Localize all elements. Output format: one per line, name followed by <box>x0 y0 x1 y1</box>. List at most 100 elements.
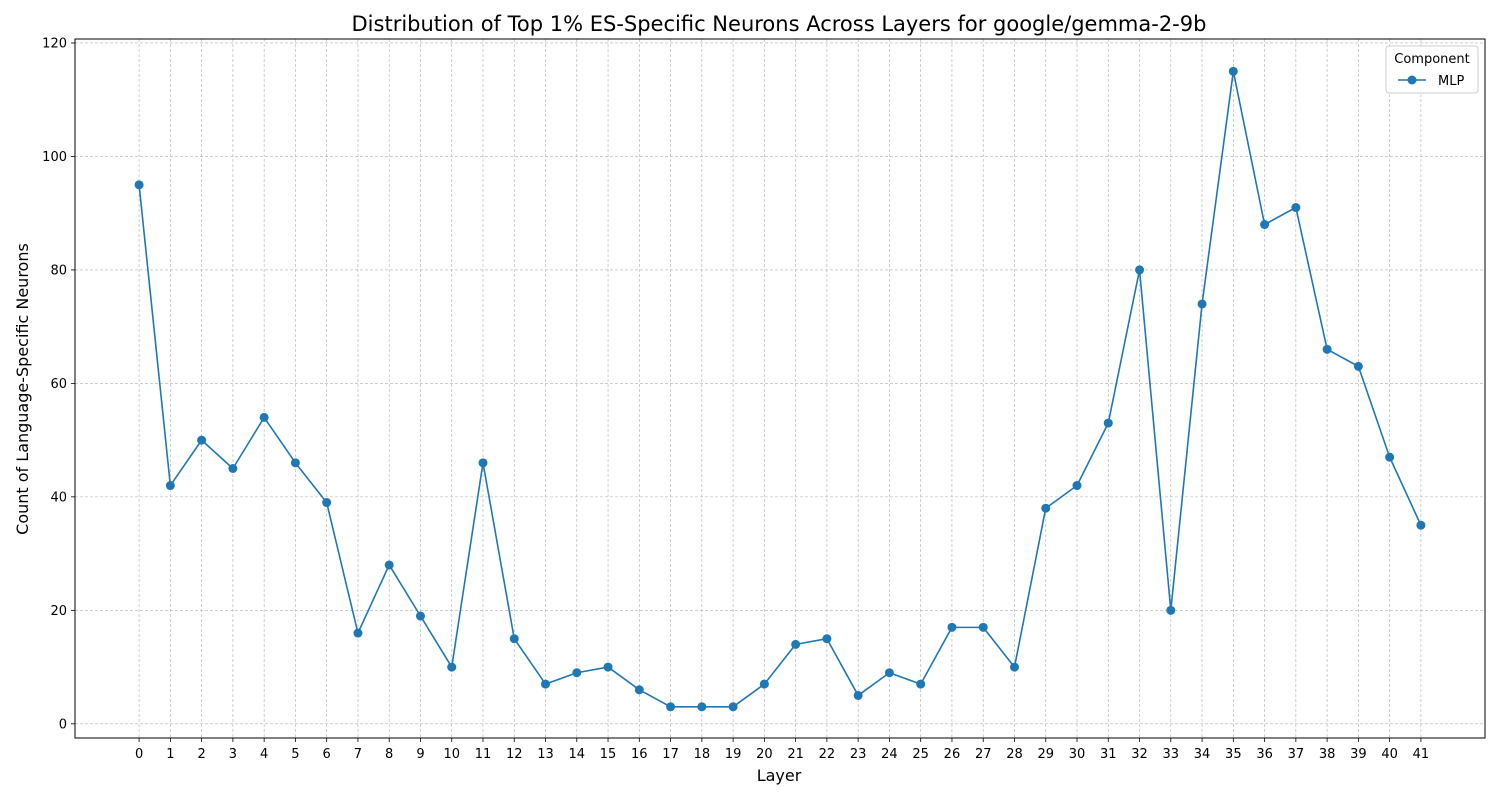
x-tick-label: 17 <box>662 747 679 762</box>
data-point <box>415 611 425 621</box>
x-tick-label: 30 <box>1069 747 1086 762</box>
x-tick-label: 12 <box>506 747 523 762</box>
x-tick-label: 25 <box>912 747 929 762</box>
x-tick-label: 36 <box>1256 747 1273 762</box>
x-tick-label: 2 <box>197 747 205 762</box>
data-point <box>853 690 863 700</box>
series-layer <box>134 66 1426 712</box>
data-point <box>259 412 269 422</box>
data-point <box>1103 418 1113 428</box>
legend: Component MLP <box>1385 45 1479 94</box>
x-tick-label: 5 <box>291 747 299 762</box>
data-point <box>666 702 676 712</box>
data-point <box>1197 299 1207 309</box>
y-tick-label: 20 <box>50 604 67 619</box>
y-axis-title: Count of Language-Specific Neurons <box>13 243 32 535</box>
x-tick-label: 41 <box>1413 747 1430 762</box>
data-point <box>384 560 394 570</box>
y-axis: 0 20 40 60 80 100 120 <box>42 36 75 732</box>
x-tick-label: 18 <box>694 747 711 762</box>
data-point <box>603 662 613 672</box>
series-line-mlp <box>138 70 1422 708</box>
data-point <box>509 634 519 644</box>
x-tick-label: 23 <box>850 747 867 762</box>
x-axis-title: Layer <box>757 766 802 785</box>
data-point <box>1353 361 1363 371</box>
data-point <box>1166 605 1176 615</box>
x-tick-label: 15 <box>600 747 617 762</box>
x-tick-label: 40 <box>1381 747 1398 762</box>
data-point <box>947 622 957 632</box>
x-tick-label: 22 <box>819 747 836 762</box>
data-point <box>1009 662 1019 672</box>
x-tick-label: 28 <box>1006 747 1023 762</box>
data-point <box>728 702 738 712</box>
data-point <box>290 458 300 468</box>
data-point <box>447 662 457 672</box>
data-point <box>697 702 707 712</box>
data-point <box>165 481 175 491</box>
data-point <box>1041 503 1051 513</box>
x-tick-label: 39 <box>1350 747 1367 762</box>
legend-title: Component <box>1394 52 1469 67</box>
x-tick-label: 10 <box>443 747 460 762</box>
grid <box>75 39 1485 738</box>
x-tick-label: 6 <box>323 747 331 762</box>
x-tick-label: 32 <box>1131 747 1148 762</box>
data-point <box>1291 203 1301 213</box>
data-point <box>353 628 363 638</box>
data-point <box>634 685 644 695</box>
data-point <box>1072 481 1082 491</box>
data-point <box>916 679 926 689</box>
data-point <box>884 668 894 678</box>
x-tick-label: 24 <box>881 747 898 762</box>
y-tick-label: 60 <box>50 377 67 392</box>
data-point <box>228 463 238 473</box>
x-tick-label: 21 <box>787 747 804 762</box>
data-point <box>1322 344 1332 354</box>
data-point <box>1385 452 1395 462</box>
data-point <box>572 668 582 678</box>
x-tick-label: 20 <box>756 747 773 762</box>
data-point <box>1416 520 1426 530</box>
x-tick-label: 38 <box>1319 747 1336 762</box>
x-tick-label: 27 <box>975 747 992 762</box>
data-point <box>1260 220 1270 230</box>
y-tick-label: 100 <box>42 150 67 165</box>
x-tick-label: 29 <box>1037 747 1054 762</box>
data-point <box>134 180 144 190</box>
x-tick-label: 1 <box>166 747 174 762</box>
x-tick-label: 9 <box>416 747 424 762</box>
y-tick-label: 0 <box>59 717 67 732</box>
x-tick-label: 0 <box>135 747 143 762</box>
y-tick-label: 80 <box>50 263 67 278</box>
plot-area-frame <box>74 38 1486 739</box>
x-tick-label: 7 <box>354 747 362 762</box>
data-point <box>822 634 832 644</box>
data-point <box>541 679 551 689</box>
data-point <box>978 622 988 632</box>
data-point <box>1228 66 1238 76</box>
x-axis: 0 1 2 3 4 5 6 7 8 9 10 11 12 13 14 15 16 17 18 19 20 21 22 23 24… <box>135 738 1429 762</box>
y-tick-label: 40 <box>50 490 67 505</box>
x-tick-label: 34 <box>1194 747 1211 762</box>
legend-marker-swatch <box>1407 75 1417 85</box>
legend-series-label: MLP <box>1438 74 1464 89</box>
x-tick-label: 35 <box>1225 747 1242 762</box>
x-tick-label: 26 <box>944 747 961 762</box>
data-point <box>759 679 769 689</box>
x-tick-label: 8 <box>385 747 393 762</box>
x-tick-label: 16 <box>631 747 648 762</box>
data-point <box>791 639 801 649</box>
data-point <box>478 458 488 468</box>
x-tick-label: 4 <box>260 747 268 762</box>
x-tick-label: 33 <box>1163 747 1180 762</box>
y-tick-label: 120 <box>42 36 67 51</box>
x-tick-label: 37 <box>1288 747 1305 762</box>
x-tick-label: 11 <box>475 747 492 762</box>
data-point <box>1135 265 1145 275</box>
data-point <box>322 498 332 508</box>
x-tick-label: 19 <box>725 747 742 762</box>
